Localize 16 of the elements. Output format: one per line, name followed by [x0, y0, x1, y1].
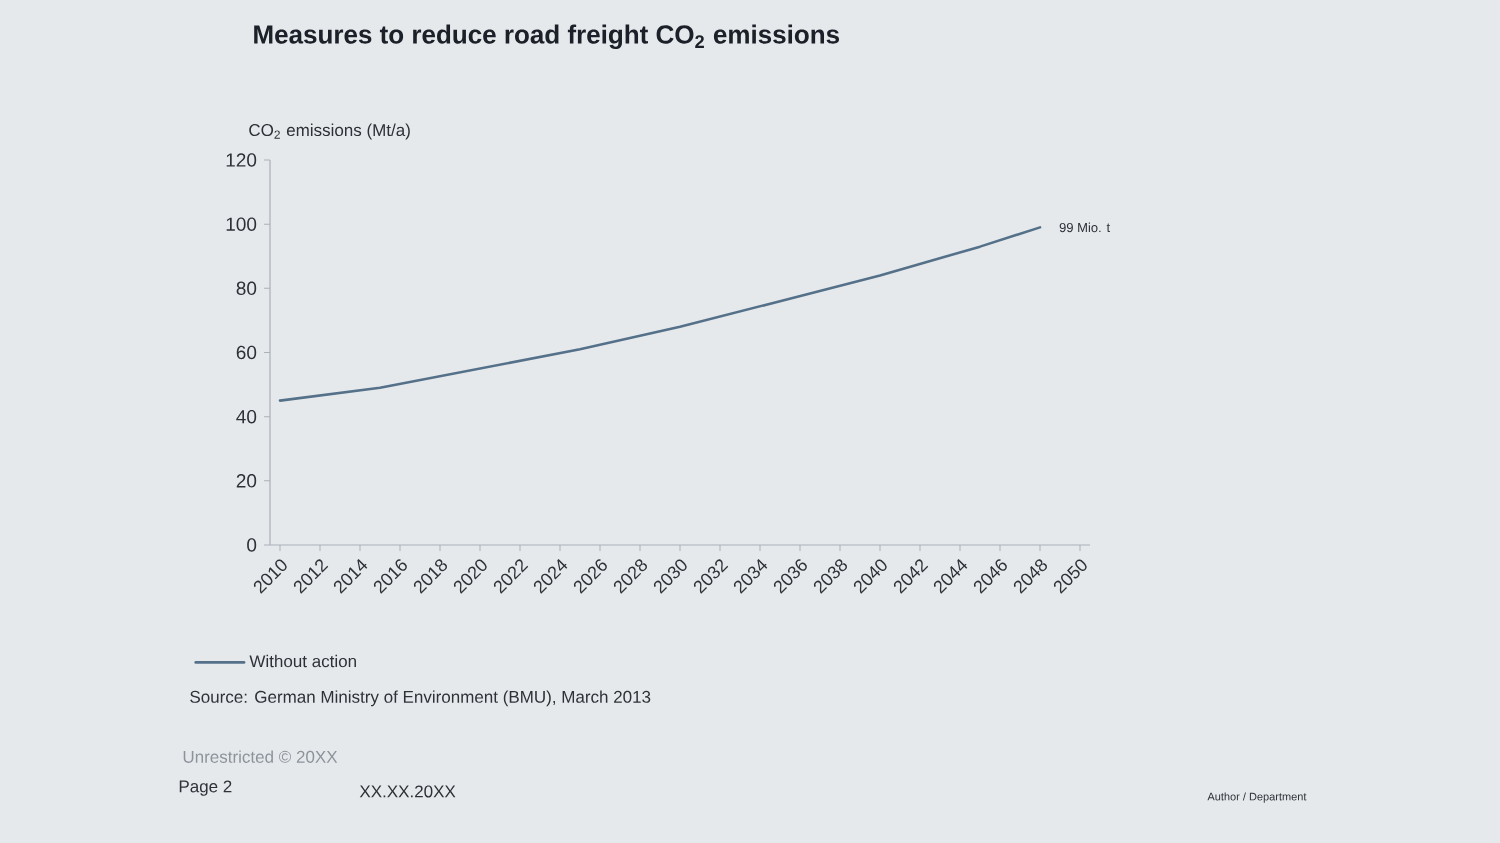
text: Page 2 [179, 780, 232, 796]
y-tick-label: 120 [226, 153, 257, 167]
chart-title: Measures to reduce road freight CO$_{2}$ emissions [254, 24, 840, 49]
y-tick-label: 60 [236, 345, 257, 360]
y-tick-label: 20 [236, 474, 257, 488]
text: Unrestricted © 20XX [183, 750, 338, 763]
text: XX.XX.20XX [359, 785, 456, 798]
y-tick-label: 100 [226, 217, 257, 231]
legend-label: Without action [249, 654, 356, 668]
text: Author / Department [1207, 792, 1307, 803]
source-note: Source: German Ministry of Environment (BMU), March 2013 [190, 690, 651, 707]
y-axis-title: CO$_{2}$ emissions (Mt/a) [249, 123, 410, 140]
annotation: 99 Mio. t [1059, 222, 1111, 233]
y-tick-label: 80 [236, 281, 257, 296]
y-tick-label: 40 [236, 409, 257, 424]
y-tick-label: 0 [247, 538, 257, 552]
